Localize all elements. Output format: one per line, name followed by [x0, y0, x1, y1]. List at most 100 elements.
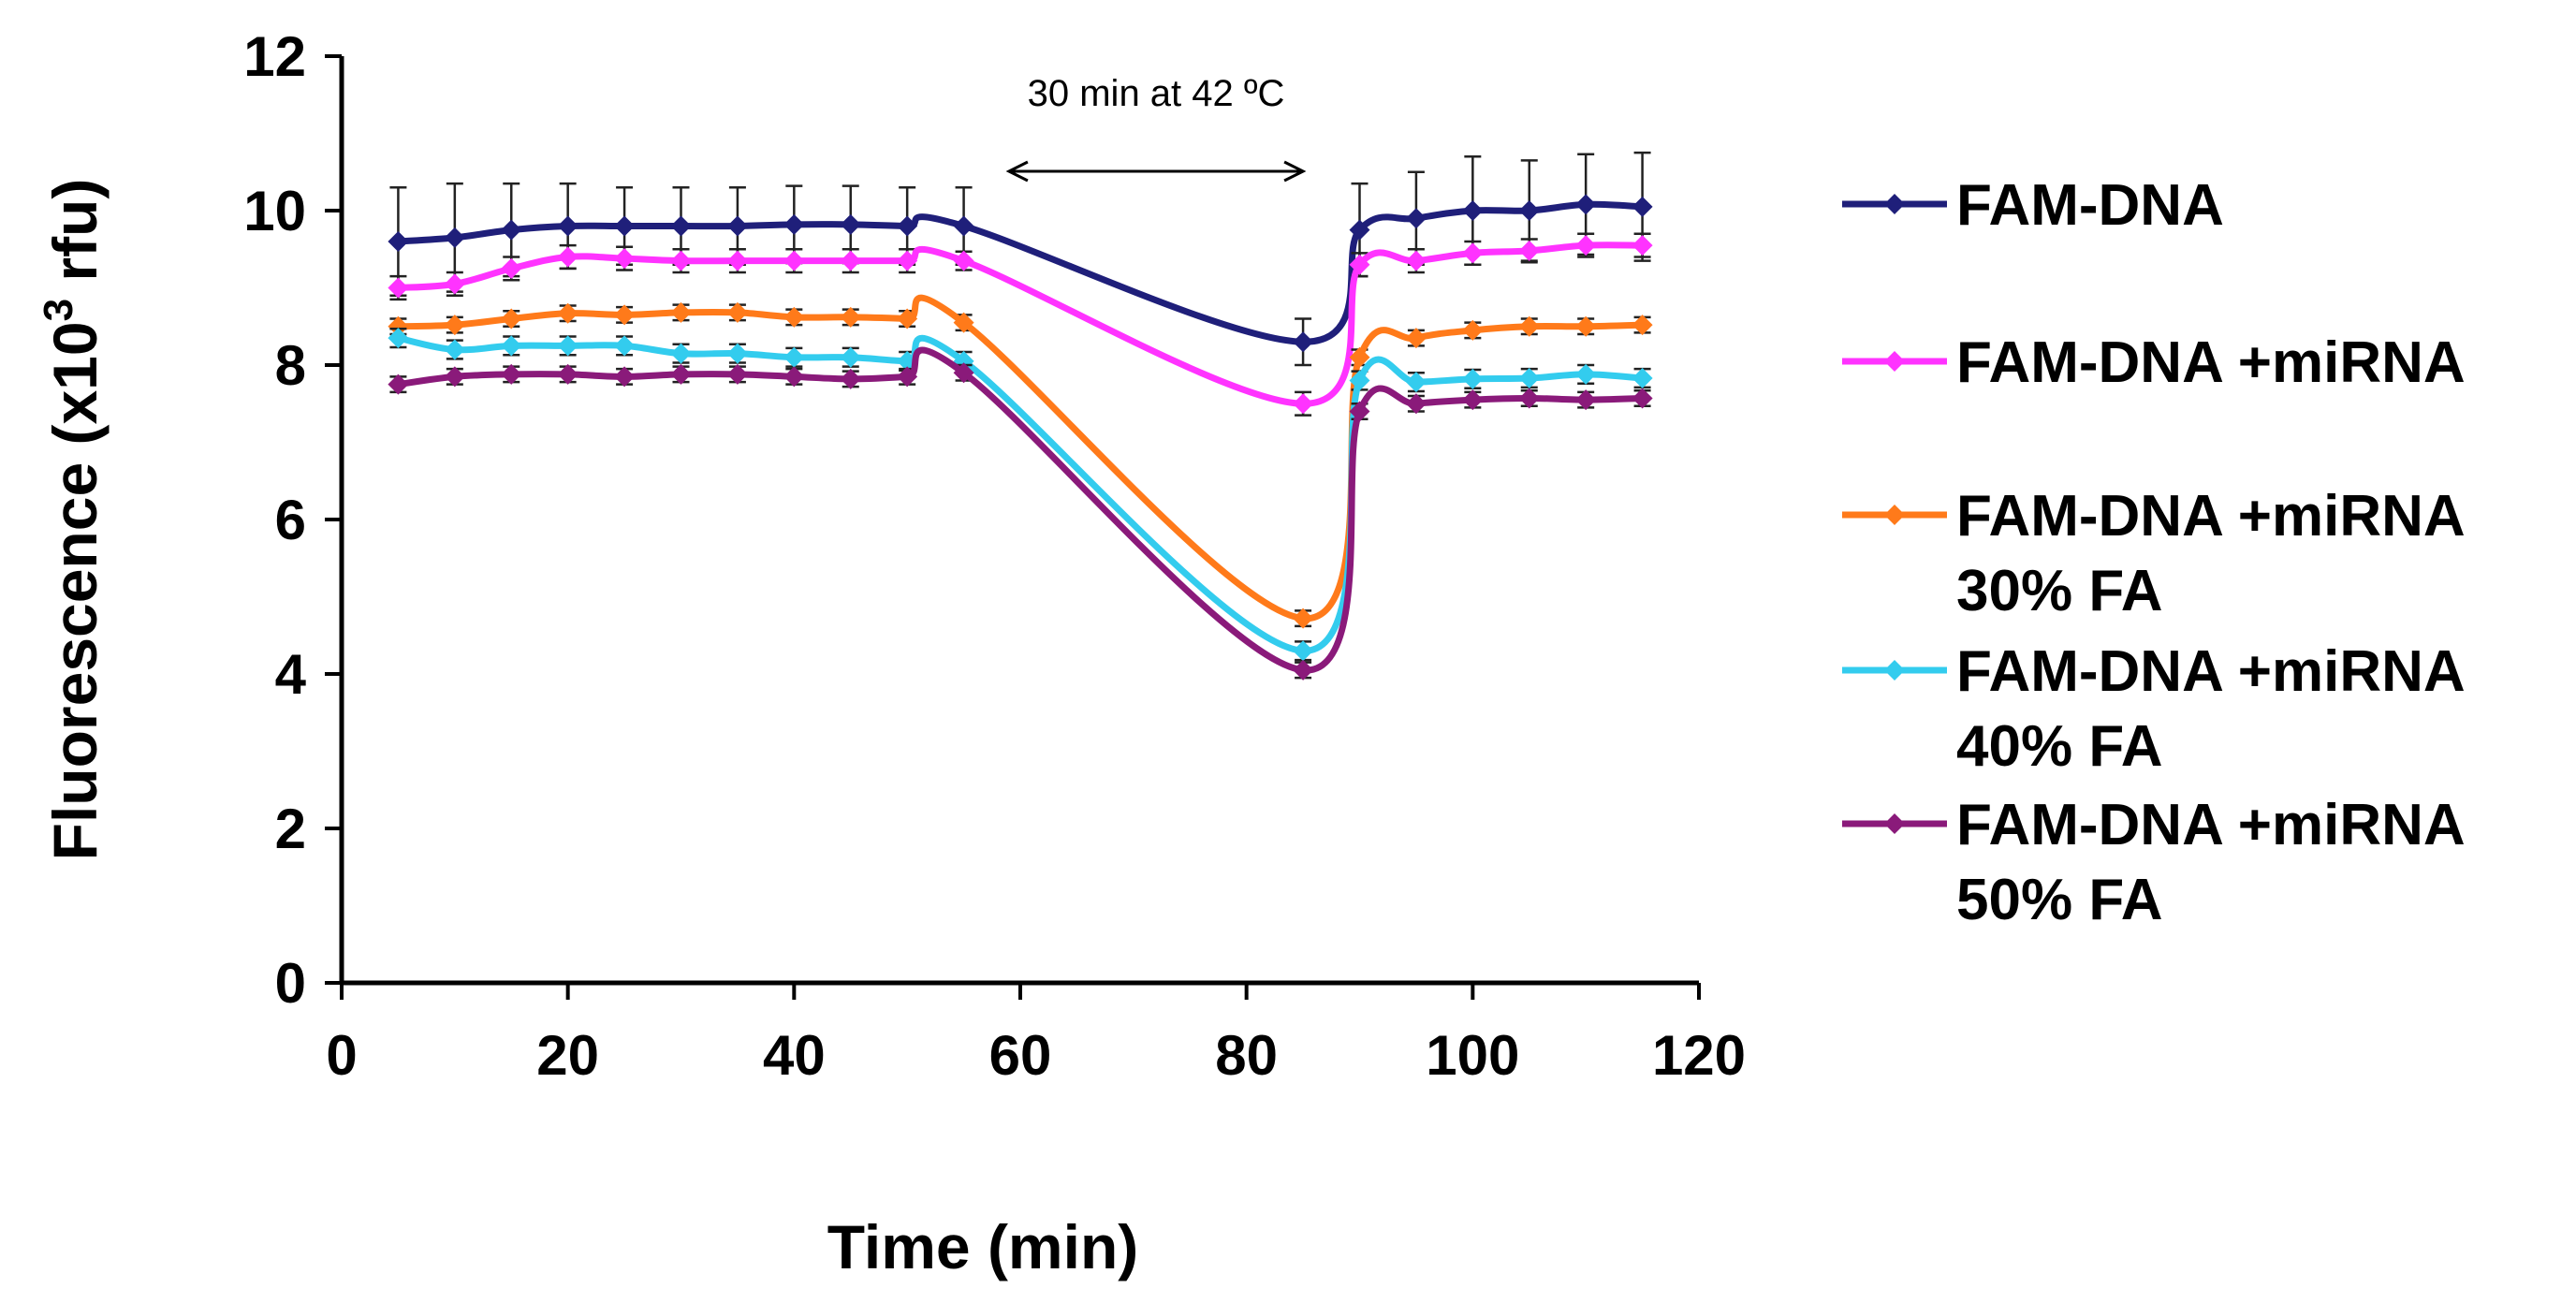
data-point	[1349, 370, 1370, 391]
data-point	[783, 346, 805, 368]
data-point	[1632, 196, 1653, 217]
legend-item-5: FAM-DNA +miRNA 50% FA	[1842, 793, 2466, 932]
annotation-text: 30 min at 42 ºC	[1028, 73, 1285, 114]
data-point	[953, 250, 974, 271]
legend-marker	[1884, 351, 1905, 372]
legend-label: 40% FA	[1956, 714, 2163, 779]
data-point	[783, 250, 805, 271]
data-point	[726, 363, 748, 385]
data-point	[388, 231, 409, 252]
x-tick-label: 60	[989, 1024, 1052, 1087]
data-point	[1462, 389, 1484, 411]
data-point	[1405, 372, 1427, 393]
data-point	[1575, 315, 1597, 337]
data-point	[501, 257, 522, 279]
data-point	[897, 250, 918, 271]
data-point	[840, 250, 861, 271]
data-point	[1293, 608, 1314, 629]
legend-marker	[1884, 813, 1905, 834]
data-point	[1462, 242, 1484, 264]
data-point	[444, 315, 465, 336]
legend-item-2: FAM-DNA +miRNA	[1842, 330, 2466, 395]
series-line	[398, 242, 1643, 407]
y-ticks: 0 2 4 6 8 10 12	[243, 25, 342, 1015]
y-axis-title-suffix: rfu)	[40, 179, 110, 299]
error-bars	[389, 303, 1651, 628]
series-layer	[388, 151, 1653, 681]
x-tick-label: 100	[1426, 1024, 1519, 1087]
data-point	[783, 366, 805, 388]
data-point	[726, 343, 748, 364]
series-line	[397, 334, 1643, 654]
series-line	[397, 346, 1643, 674]
data-point	[388, 373, 409, 395]
y-axis-title-superscript: 3	[36, 299, 81, 321]
data-point	[1405, 393, 1427, 415]
data-point	[897, 308, 918, 329]
data-point	[1575, 363, 1597, 385]
x-ticks: 0 20 40 60 80 100 120	[326, 983, 1746, 1087]
y-tick-label: 12	[243, 25, 306, 88]
data-point	[1293, 659, 1314, 681]
y-tick-label: 6	[275, 489, 306, 551]
annotation: 30 min at 42 ºC	[1005, 73, 1307, 183]
data-point	[388, 328, 409, 349]
data-point	[1462, 200, 1484, 221]
data-point	[1632, 368, 1653, 389]
data-point	[614, 366, 636, 388]
legend: FAM-DNA FAM-DNA +miRNA FAM-DNA +miRNA 30% F…	[1842, 173, 2466, 932]
legend-label: FAM-DNA	[1956, 173, 2224, 238]
data-point	[953, 312, 974, 333]
series-1	[388, 151, 1653, 367]
y-tick-label: 10	[243, 180, 306, 242]
data-point	[1575, 194, 1597, 215]
data-point	[670, 250, 692, 271]
x-tick-label: 0	[326, 1024, 357, 1087]
series-3	[388, 294, 1653, 629]
legend-marker	[1884, 194, 1905, 214]
data-point	[614, 304, 636, 326]
series-2	[388, 232, 1653, 417]
data-point	[953, 215, 974, 237]
data-point	[1349, 346, 1370, 368]
data-point	[1405, 250, 1427, 271]
data-point	[557, 335, 578, 357]
data-point	[1518, 200, 1540, 221]
data-point	[1518, 315, 1540, 337]
data-point	[1293, 640, 1314, 662]
series-line	[398, 294, 1643, 622]
data-point	[1518, 240, 1540, 261]
data-point	[897, 215, 918, 237]
data-point	[557, 363, 578, 385]
data-point	[1293, 331, 1314, 353]
data-point	[1575, 389, 1597, 411]
y-tick-label: 2	[275, 798, 306, 860]
data-point	[444, 366, 465, 388]
data-point	[1632, 388, 1653, 409]
data-point	[501, 219, 522, 241]
data-point	[1632, 315, 1653, 336]
legend-marker	[1884, 660, 1905, 681]
data-point	[1462, 319, 1484, 341]
data-point	[897, 366, 918, 388]
data-point	[783, 213, 805, 235]
data-point	[840, 306, 861, 328]
data-point	[614, 335, 636, 357]
data-point	[840, 346, 861, 368]
legend-item-3: FAM-DNA +miRNA 30% FA	[1842, 484, 2466, 623]
data-point	[1405, 208, 1427, 229]
data-point	[501, 335, 522, 357]
data-point	[444, 273, 465, 295]
legend-label: 30% FA	[1956, 559, 2163, 623]
data-point	[1349, 219, 1370, 241]
legend-label: 50% FA	[1956, 868, 2163, 932]
data-point	[1349, 401, 1370, 422]
axes-layer: 0 2 4 6 8 10 12 0 20 40 60 80 100 120	[243, 25, 1746, 1087]
y-axis-title: Fluorescence (x103 rfu)	[36, 179, 110, 861]
data-point	[1349, 254, 1370, 275]
data-point	[388, 315, 409, 337]
data-point	[1462, 368, 1484, 389]
y-tick-label: 0	[275, 952, 306, 1015]
legend-item-4: FAM-DNA +miRNA 40% FA	[1842, 639, 2466, 779]
